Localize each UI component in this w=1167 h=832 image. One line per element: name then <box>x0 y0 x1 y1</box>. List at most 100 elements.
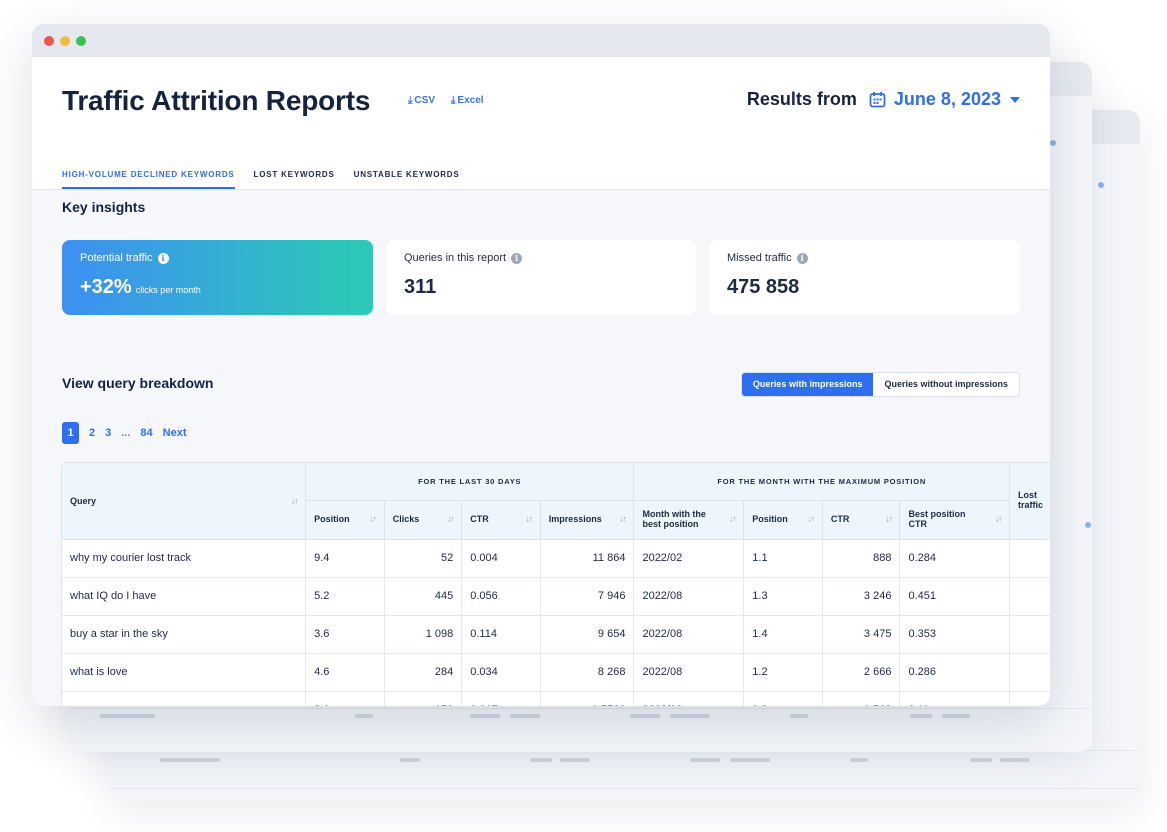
download-csv-label: CSV <box>414 95 435 106</box>
queries-with-impressions-button[interactable]: Queries with impressions <box>741 373 874 396</box>
download-excel-label: Excel <box>457 95 484 106</box>
header-label: Clicks <box>392 513 420 524</box>
cell-clicks: 52 <box>384 539 463 578</box>
header-label: CTR <box>470 513 489 524</box>
table-row[interactable]: why my courier lost track 9.4 52 0.004 1… <box>62 539 1050 578</box>
cell-max-ctr: 3 475 <box>822 615 901 654</box>
cell-best-month: 2022/02 <box>633 691 745 706</box>
report-tabs: HIGH-VOLUME DECLINED KEYWORDS LOST KEYWO… <box>62 170 479 189</box>
cell-ctr: 0.056 <box>461 577 541 616</box>
page-2-button[interactable]: 2 <box>89 427 96 439</box>
queries-without-impressions-button[interactable]: Queries without impressions <box>884 379 1008 389</box>
column-header-best-position-ctr[interactable]: Best position CTR ↓↑ <box>899 500 1011 540</box>
table-row[interactable]: what IQ do I have 5.2 445 0.056 7 946 20… <box>62 577 1050 616</box>
page-1-button[interactable]: 1 <box>62 422 79 444</box>
cell-query: buy a star in the sky <box>62 615 307 654</box>
potential-traffic-value-row: +32% clicks per month <box>80 276 355 299</box>
column-header-position[interactable]: Position ↓↑ <box>305 500 385 540</box>
sort-icon[interactable]: ↓↑ <box>619 514 626 524</box>
cell-position: 3.1 <box>305 691 385 706</box>
column-header-max-position[interactable]: Position ↓↑ <box>743 500 823 540</box>
cell-query: what is love <box>62 653 307 692</box>
table-row[interactable]: what is love 4.6 284 0.034 8 268 2022/08… <box>62 653 1050 692</box>
column-header-best-month[interactable]: Month with the best position ↓↑ <box>633 500 745 540</box>
sort-icon[interactable]: ↓↑ <box>885 514 892 524</box>
results-label: Results from <box>746 89 857 109</box>
page-header: Traffic Attrition Reports ⤓ CSV ⤓ Excel Re… <box>32 57 1050 190</box>
cell-lost-traffic <box>1009 577 1050 616</box>
cell-clicks: 170 <box>384 691 463 706</box>
potential-traffic-label-row: Potential traffic i <box>80 252 355 264</box>
cell-max-position: 1.3 <box>743 577 823 616</box>
column-header-lost-traffic[interactable]: Lost traffic <box>1009 463 1050 540</box>
key-insights-title: Key insights <box>62 199 146 215</box>
cell-clicks: 284 <box>384 653 463 692</box>
potential-traffic-card: Potential traffic i +32% clicks per month <box>62 240 373 315</box>
cell-lost-traffic <box>1009 539 1050 578</box>
window-titlebar <box>32 24 1050 57</box>
minimize-window-button[interactable] <box>60 36 70 46</box>
tab-unstable-keywords[interactable]: UNSTABLE KEYWORDS <box>353 170 460 179</box>
cell-query: why my courier lost track <box>62 539 307 578</box>
cell-clicks: 445 <box>384 577 463 616</box>
queries-in-report-value: 311 <box>404 276 437 298</box>
sort-icon[interactable]: ↓↑ <box>729 514 736 524</box>
missed-traffic-label-row: Missed traffic i <box>727 252 1002 264</box>
cell-ctr: 0.034 <box>461 653 541 692</box>
missed-traffic-value: 475 858 <box>727 276 800 298</box>
tab-lost-keywords[interactable]: LOST KEYWORDS <box>253 170 335 179</box>
download-icon: ⤓ <box>451 95 456 106</box>
queries-in-report-card: Queries in this report i 311 <box>386 240 696 315</box>
download-excel-link[interactable]: ⤓ Excel <box>451 95 484 106</box>
potential-traffic-sub: clicks per month <box>135 285 201 295</box>
column-header-ctr[interactable]: CTR ↓↑ <box>461 500 541 540</box>
info-icon[interactable]: i <box>796 252 808 264</box>
page-84-button[interactable]: 84 <box>140 427 153 439</box>
column-header-clicks[interactable]: Clicks ↓↑ <box>384 500 463 540</box>
sort-icon[interactable]: ↓↑ <box>369 514 377 524</box>
download-icon: ⤓ <box>408 95 413 106</box>
next-page-button[interactable]: Next <box>162 427 187 439</box>
download-csv-link[interactable]: ⤓ CSV <box>408 95 435 106</box>
cell-lost-traffic <box>1009 615 1050 654</box>
sort-icon[interactable]: ↓↑ <box>447 514 454 524</box>
potential-traffic-label: Potential traffic <box>80 252 153 264</box>
cell-best-position-ctr: 0.284 <box>899 539 1011 578</box>
cell-ctr: 0.004 <box>461 539 541 578</box>
results-date: June 8, 2023 <box>893 89 1001 109</box>
maximize-window-button[interactable] <box>76 36 86 46</box>
close-window-button[interactable] <box>44 36 54 46</box>
query-table-container: Query ↓↑ FOR THE LAST 30 DAYS FOR THE MO… <box>61 462 1050 706</box>
page-3-button[interactable]: 3 <box>105 427 112 439</box>
results-date-picker[interactable]: Results from June 8, 2023 <box>747 89 1020 110</box>
cell-position: 3.6 <box>305 615 385 654</box>
page-title: Traffic Attrition Reports <box>62 85 371 116</box>
query-table: Query ↓↑ FOR THE LAST 30 DAYS FOR THE MO… <box>62 463 1050 706</box>
info-icon[interactable]: i <box>511 252 523 264</box>
tab-high-volume-declined-keywords[interactable]: HIGH-VOLUME DECLINED KEYWORDS <box>62 170 235 189</box>
table-row[interactable]: 3.1 170 0.017 1 7500 2022/02 0.9 1 703 0… <box>62 691 1050 706</box>
table-row[interactable]: buy a star in the sky 3.6 1 098 0.114 9 … <box>62 615 1050 654</box>
cell-lost-traffic <box>1009 691 1050 706</box>
sort-icon[interactable]: ↓↑ <box>525 514 533 524</box>
header-label: Impressions <box>548 513 602 524</box>
column-header-impressions[interactable]: Impressions ↓↑ <box>540 500 635 540</box>
info-icon[interactable]: i <box>157 252 169 264</box>
cell-clicks: 1 098 <box>384 615 463 654</box>
sort-icon[interactable]: ↓↑ <box>807 514 815 524</box>
cell-best-month: 2022/08 <box>633 653 745 692</box>
column-header-query[interactable]: Query ↓↑ <box>62 463 307 540</box>
sort-icon[interactable]: ↓↑ <box>291 496 298 506</box>
cell-best-position-ctr: 0.11 <box>899 691 1011 706</box>
cell-position: 9.4 <box>305 539 385 578</box>
column-header-max-ctr[interactable]: CTR ↓↑ <box>822 500 901 540</box>
sort-icon[interactable]: ↓↑ <box>995 514 1002 524</box>
cell-impressions: 7 946 <box>540 577 635 616</box>
cell-impressions: 8 268 <box>540 653 635 692</box>
cell-max-ctr: 2 666 <box>822 653 901 692</box>
cell-max-position: 1.1 <box>743 539 823 578</box>
cell-position: 4.6 <box>305 653 385 692</box>
cell-best-position-ctr: 0.451 <box>899 577 1011 616</box>
cell-best-position-ctr: 0.286 <box>899 653 1011 692</box>
cell-query: what IQ do I have <box>62 577 307 616</box>
